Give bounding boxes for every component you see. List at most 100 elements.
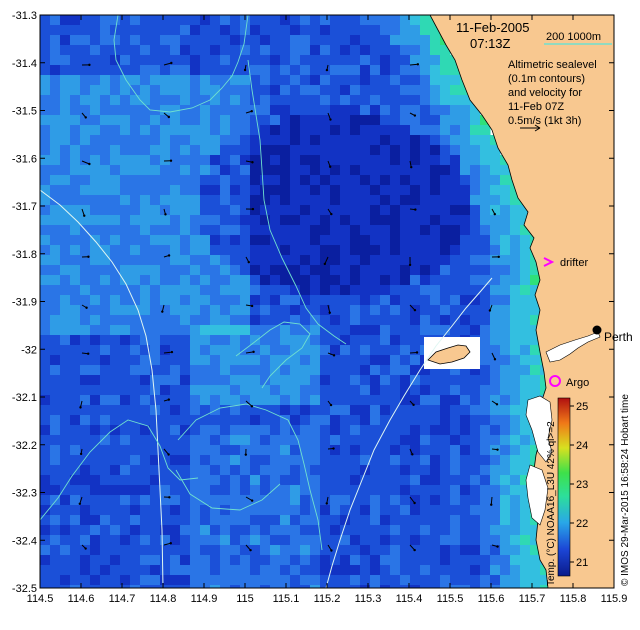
sst-cell [530,335,541,346]
sst-cell [530,325,541,336]
sst-cell [270,505,281,516]
sst-cell [320,355,331,366]
sst-cell [200,555,211,566]
sst-cell [280,385,291,396]
sst-cell [130,85,141,96]
sst-cell [290,245,301,256]
sst-cell [360,45,371,56]
sst-cell [300,15,311,26]
sst-cell [100,435,111,446]
sst-cell [90,95,101,106]
sst-cell [40,125,51,136]
sst-cell [110,285,121,296]
sst-cell [40,465,51,476]
sst-cell [130,315,141,326]
sst-cell [150,575,161,586]
sst-cell [470,265,481,276]
sst-cell [300,505,311,516]
sst-cell [390,105,401,116]
sst-cell [110,485,121,496]
sst-cell [460,325,471,336]
sst-cell [490,325,501,336]
sst-cell [400,295,411,306]
sst-cell [290,355,301,366]
sst-cell [400,535,411,546]
sst-cell [530,545,541,556]
sst-cell [320,315,331,326]
sst-cell [210,235,221,246]
sea-temperature-field [40,15,551,588]
sst-cell [350,175,361,186]
sst-cell [510,265,521,276]
sst-cell [290,385,301,396]
sst-cell [200,215,211,226]
sst-cell [260,105,271,116]
sst-cell [180,275,191,286]
sst-cell [450,415,461,426]
sst-cell [450,465,461,476]
sst-cell [40,45,51,56]
velocity-arrowhead [495,403,499,406]
sst-cell [370,415,381,426]
sst-cell [40,155,51,166]
sst-cell [370,485,381,496]
sst-cell [310,85,321,96]
sst-cell [360,245,371,256]
sst-cell [90,55,101,66]
sst-cell [400,375,411,386]
sst-cell [320,265,331,276]
sst-cell [410,135,421,146]
sst-cell [300,515,311,526]
sst-cell [380,465,391,476]
sst-cell [500,305,511,316]
sst-cell [220,375,231,386]
sst-cell [360,575,371,586]
sst-cell [50,105,61,116]
sst-cell [500,435,511,446]
sst-cell [390,35,401,46]
sst-cell [210,175,221,186]
sst-cell [440,395,451,406]
sst-cell [440,125,451,136]
sst-cell [180,585,191,588]
swan-river [545,331,601,363]
sst-cell [90,35,101,46]
sst-cell [430,255,441,266]
sst-cell [260,425,271,436]
sst-cell [220,25,231,36]
x-tick-label: 115.2 [314,593,341,605]
sst-cell [420,255,431,266]
sst-cell [520,515,531,526]
sst-cell [260,35,271,46]
sst-cell [230,405,241,416]
sst-cell [140,535,151,546]
sst-cell [360,55,371,66]
sst-cell [220,495,231,506]
sst-cell [230,345,241,356]
sst-cell [280,55,291,66]
sst-cell [320,25,331,36]
sst-cell [180,525,191,536]
sst-cell [430,425,441,436]
sst-cell [310,545,321,556]
sst-cell [190,505,201,516]
sst-cell [390,195,401,206]
sst-cell [270,525,281,536]
sst-cell [260,225,271,236]
sst-cell [110,585,121,588]
sst-cell [470,515,481,526]
sst-cell [420,505,431,516]
sst-cell [420,455,431,466]
sst-cell [140,575,151,586]
sst-cell [230,15,241,26]
sst-cell [350,355,361,366]
sst-cell [520,565,531,576]
sst-cell [160,145,171,156]
sst-cell [360,355,371,366]
sst-cell [70,405,81,416]
sst-cell [60,505,71,516]
sst-cell [370,355,381,366]
x-tick-label: 114.9 [191,593,218,605]
sst-cell [70,295,81,306]
sst-cell [490,215,501,226]
